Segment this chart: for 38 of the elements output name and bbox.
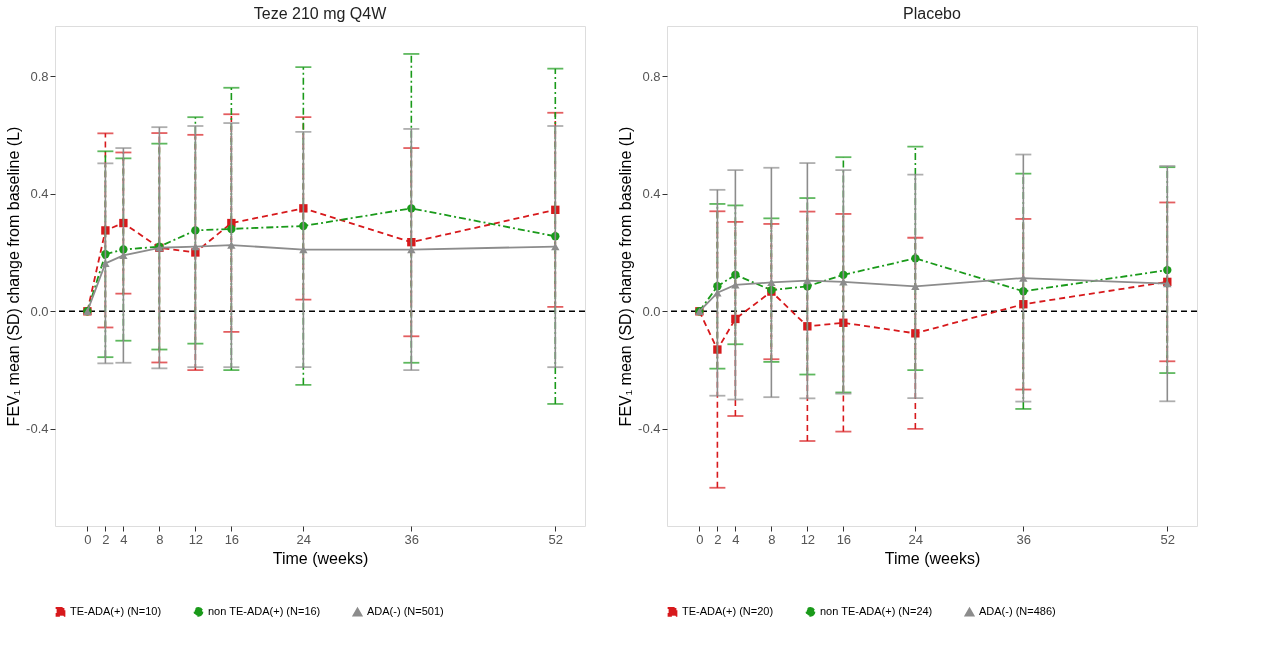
y-tick-label: 0.0 bbox=[642, 303, 661, 319]
x-tick-label: 12 bbox=[800, 531, 816, 547]
x-tick-label: 16 bbox=[224, 531, 240, 547]
y-tick-label: 0.4 bbox=[642, 186, 661, 202]
x-tick-label: 0 bbox=[84, 531, 92, 547]
y-tick-label: 0.8 bbox=[30, 68, 49, 84]
x-tick-label: 4 bbox=[732, 531, 740, 547]
chart-title: Placebo bbox=[903, 5, 962, 22]
x-axis-title: Time (weeks) bbox=[272, 549, 369, 567]
x-tick-label: 2 bbox=[714, 531, 722, 547]
y-tick-label: -0.4 bbox=[26, 421, 49, 437]
legend-label: TE-ADA(+) (N=10) bbox=[70, 604, 162, 617]
x-tick-label: 52 bbox=[548, 531, 564, 547]
x-axis-title: Time (weeks) bbox=[884, 549, 981, 567]
y-tick-label: -0.4 bbox=[638, 421, 661, 437]
y-tick-label: 0.4 bbox=[30, 186, 49, 202]
x-tick-label: 8 bbox=[768, 531, 776, 547]
chart-title: Teze 210 mg Q4W bbox=[253, 5, 388, 22]
y-tick-label: 0.8 bbox=[642, 68, 661, 84]
y-tick-label: 0.0 bbox=[30, 303, 49, 319]
x-tick-label: 16 bbox=[836, 531, 852, 547]
x-tick-label: 36 bbox=[404, 531, 420, 547]
x-tick-label: 36 bbox=[1016, 531, 1032, 547]
x-tick-label: 12 bbox=[188, 531, 204, 547]
y-axis-title: FEV₁ mean (SD) change from baseline (L) bbox=[617, 126, 635, 427]
x-tick-label: 52 bbox=[1160, 531, 1176, 547]
x-tick-label: 8 bbox=[156, 531, 164, 547]
x-tick-label: 2 bbox=[102, 531, 110, 547]
legend-label: ADA(-) (N=486) bbox=[979, 605, 1056, 618]
legend-label: ADA(-) (N=501) bbox=[367, 605, 444, 618]
x-tick-label: 0 bbox=[696, 531, 704, 547]
legend-label: non TE-ADA(+) (N=24) bbox=[820, 604, 933, 617]
y-axis-title: FEV₁ mean (SD) change from baseline (L) bbox=[5, 126, 23, 427]
x-tick-label: 4 bbox=[120, 531, 128, 547]
x-tick-label: 24 bbox=[908, 531, 924, 547]
x-tick-label: 24 bbox=[296, 531, 312, 547]
legend-label: TE-ADA(+) (N=20) bbox=[682, 604, 774, 617]
legend-label: non TE-ADA(+) (N=16) bbox=[208, 604, 321, 617]
